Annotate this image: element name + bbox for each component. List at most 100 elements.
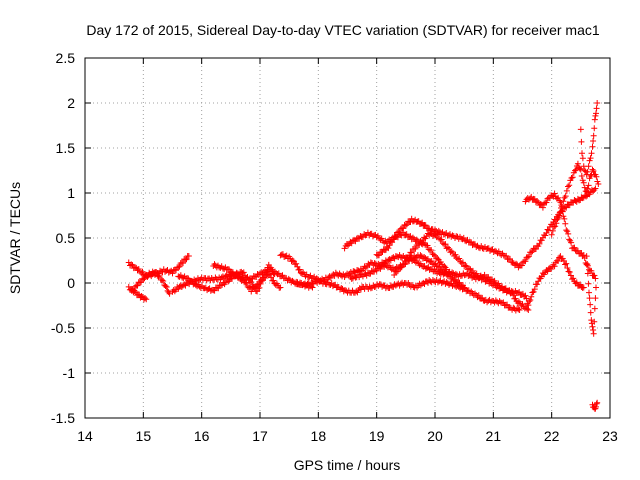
data-point xyxy=(589,143,596,150)
data-point xyxy=(580,179,587,186)
data-point xyxy=(558,204,564,211)
data-point xyxy=(255,281,262,288)
data-point xyxy=(371,260,378,267)
series-track-7 xyxy=(277,251,523,314)
data-point xyxy=(431,231,438,238)
data-point xyxy=(587,309,594,316)
data-point xyxy=(131,287,137,294)
data-point xyxy=(528,293,535,300)
data-point xyxy=(569,174,576,181)
data-point xyxy=(202,284,209,291)
data-point xyxy=(387,282,394,289)
y-tick-label: -0.5 xyxy=(51,320,75,336)
data-point xyxy=(215,285,222,292)
data-point xyxy=(555,257,562,264)
data-point xyxy=(590,132,597,139)
data-point xyxy=(390,236,397,243)
chart-title: Day 172 of 2015, Sidereal Day-to-day VTE… xyxy=(86,22,599,38)
data-point xyxy=(469,274,476,281)
data-point xyxy=(595,181,602,187)
data-point xyxy=(239,276,246,283)
data-point xyxy=(462,262,469,269)
data-point xyxy=(534,197,541,204)
series-track-13 xyxy=(522,190,599,282)
data-point xyxy=(196,283,203,290)
data-point xyxy=(211,261,218,268)
data-point xyxy=(524,254,531,261)
y-tick-label: -1.5 xyxy=(51,410,75,426)
series-track-16 xyxy=(583,253,599,337)
data-point xyxy=(296,266,303,273)
data-point xyxy=(549,227,556,234)
data-point xyxy=(365,260,372,267)
data-point xyxy=(551,263,558,270)
data-point xyxy=(475,292,482,299)
data-point xyxy=(135,266,142,273)
data-point xyxy=(412,245,419,252)
data-point xyxy=(515,306,522,313)
data-point xyxy=(518,262,525,269)
data-point xyxy=(562,261,569,268)
data-point xyxy=(527,296,534,303)
data-point xyxy=(461,284,468,291)
series-track-17 xyxy=(589,399,601,412)
data-point xyxy=(564,264,571,271)
data-point xyxy=(465,272,472,279)
data-point xyxy=(543,199,550,206)
data-point xyxy=(579,150,585,157)
data-point xyxy=(539,204,546,211)
data-point xyxy=(591,305,598,312)
data-point xyxy=(334,271,341,278)
data-point xyxy=(581,184,588,191)
data-point xyxy=(397,264,404,271)
data-point xyxy=(211,287,218,294)
data-point xyxy=(590,327,597,334)
data-point xyxy=(156,272,163,279)
data-point xyxy=(392,233,399,240)
x-axis-ticks: 14 15 16 17 18 19 20 21 22 23 xyxy=(77,58,618,444)
data-point xyxy=(456,279,463,286)
data-point xyxy=(585,182,592,189)
data-point xyxy=(229,275,235,282)
data-point xyxy=(585,163,592,170)
data-point xyxy=(376,252,382,259)
data-point xyxy=(254,288,261,295)
data-point xyxy=(534,281,541,288)
data-point xyxy=(593,173,600,180)
data-point xyxy=(248,288,255,295)
data-point xyxy=(441,263,448,270)
data-point xyxy=(143,296,150,303)
data-point xyxy=(394,253,401,260)
data-point xyxy=(386,242,393,249)
data-point xyxy=(390,283,397,290)
series-track-3 xyxy=(128,268,173,297)
data-point xyxy=(140,276,147,283)
data-point xyxy=(565,230,572,237)
data-point xyxy=(159,276,165,283)
data-point xyxy=(271,271,278,277)
data-point xyxy=(449,274,456,281)
data-point xyxy=(467,238,473,245)
data-point xyxy=(224,266,231,273)
data-point xyxy=(584,260,591,267)
y-tick-label: 0.5 xyxy=(56,230,76,246)
data-point xyxy=(293,260,300,267)
data-point xyxy=(352,238,359,245)
data-point xyxy=(587,155,594,162)
data-point xyxy=(563,187,570,194)
data-point xyxy=(589,323,596,330)
data-point xyxy=(563,204,570,211)
data-point xyxy=(248,279,255,286)
data-point xyxy=(556,209,563,216)
data-point xyxy=(402,222,409,229)
data-point xyxy=(413,236,420,243)
data-point xyxy=(562,193,569,200)
data-point xyxy=(387,257,394,264)
data-point xyxy=(277,284,284,291)
data-point xyxy=(579,155,586,162)
data-point xyxy=(348,240,355,247)
y-tick-label: 2.5 xyxy=(56,50,76,66)
data-point xyxy=(408,249,415,256)
data-point xyxy=(438,266,445,273)
data-point xyxy=(581,167,588,174)
